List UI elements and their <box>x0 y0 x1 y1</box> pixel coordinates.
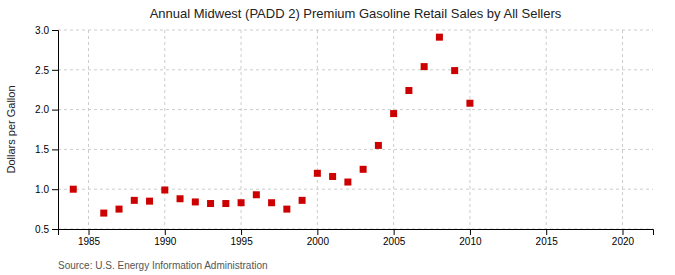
x-axis: 1985 1990 1995 2000 2005 2010 2015 2020 <box>59 229 654 247</box>
tick-label: 2.0 <box>35 104 49 115</box>
tick-mark <box>52 229 58 230</box>
point <box>238 199 245 206</box>
tick-mark <box>546 229 547 235</box>
grid-line <box>58 30 653 31</box>
grid-line <box>469 30 470 229</box>
point <box>360 166 367 173</box>
grid-line <box>317 30 318 229</box>
point <box>314 170 321 177</box>
grid-line <box>393 30 394 229</box>
tick: 2.0 <box>35 104 58 115</box>
point <box>161 186 168 193</box>
tick-mark <box>470 229 471 235</box>
grid-line <box>546 30 547 229</box>
point <box>299 197 306 204</box>
tick: 1985 <box>78 229 101 247</box>
tick-label: 2015 <box>536 236 559 247</box>
grid-line <box>58 109 653 110</box>
point <box>131 197 138 204</box>
tick-label: 2000 <box>307 236 330 247</box>
points <box>70 34 474 217</box>
point <box>70 186 77 193</box>
tick-mark <box>394 229 395 235</box>
point <box>177 195 184 202</box>
tick: 2015 <box>536 229 559 247</box>
tick-label: 1.5 <box>35 144 49 155</box>
title: Annual Midwest (PADD 2) Premium Gasoline… <box>150 6 562 21</box>
tick: 1995 <box>230 229 253 247</box>
tick-mark <box>52 189 58 190</box>
tick-mark <box>317 229 318 235</box>
tick: 1.0 <box>35 184 58 195</box>
tick-label: 2005 <box>383 236 406 247</box>
tick-mark <box>52 70 58 71</box>
grid-line <box>58 69 653 70</box>
tick: 0.5 <box>35 224 58 235</box>
point <box>375 142 382 149</box>
plot: 1985 1990 1995 2000 2005 2010 2015 2020 0.5 1.0 1.… <box>35 25 653 247</box>
grid-line <box>88 30 89 229</box>
tick-label: 2020 <box>612 236 635 247</box>
point <box>421 63 428 70</box>
grid-line <box>241 30 242 229</box>
grid-line <box>58 149 653 150</box>
tick-mark <box>622 229 623 235</box>
tick-label: 3.0 <box>35 25 49 36</box>
tick: 1.5 <box>35 144 58 155</box>
point <box>390 110 397 117</box>
grid-line <box>622 30 623 229</box>
tick-label: 2010 <box>459 236 482 247</box>
y-axis-title: Dollars per Gallon <box>5 85 17 173</box>
point <box>192 198 199 205</box>
tick: 2000 <box>307 229 330 247</box>
grid <box>58 30 653 229</box>
y-axis: 0.5 1.0 1.5 2.0 2.5 3.0 <box>35 25 58 235</box>
tick-label: 1990 <box>154 236 177 247</box>
grid-line <box>58 189 653 190</box>
point <box>116 206 123 213</box>
tick-mark <box>52 149 58 150</box>
tick-label: 1.0 <box>35 184 49 195</box>
tick: 2020 <box>612 229 635 247</box>
axis-line <box>52 31 59 230</box>
grid-line <box>164 30 165 229</box>
tick: 1990 <box>154 229 177 247</box>
tick: 2005 <box>383 229 406 247</box>
source: Source: U.S. Energy Information Administ… <box>58 260 268 271</box>
axis-line <box>59 230 654 236</box>
point <box>436 34 443 41</box>
tick-mark <box>52 30 58 31</box>
tick-mark <box>52 110 58 111</box>
tick-label: 1985 <box>78 236 101 247</box>
point <box>329 173 336 180</box>
tick: 2.5 <box>35 65 58 76</box>
point <box>283 206 290 213</box>
tick-label: 1995 <box>230 236 253 247</box>
point <box>268 199 275 206</box>
point <box>207 200 214 207</box>
tick-mark <box>241 229 242 235</box>
tick: 3.0 <box>35 25 58 36</box>
point <box>146 198 153 205</box>
chart: 1985 1990 1995 2000 2005 2010 2015 2020 0.5 1.0 1.… <box>0 0 675 275</box>
tick-label: 0.5 <box>35 224 49 235</box>
point <box>405 87 412 94</box>
tick-mark <box>89 229 90 235</box>
point <box>451 67 458 74</box>
point <box>466 100 473 107</box>
point <box>344 179 351 186</box>
point <box>222 200 229 207</box>
point <box>253 191 260 198</box>
tick-mark <box>165 229 166 235</box>
point <box>100 210 107 217</box>
tick: 2010 <box>459 229 482 247</box>
tick-label: 2.5 <box>35 65 49 76</box>
chart-container: 1985 1990 1995 2000 2005 2010 2015 2020 0.5 1.0 1.… <box>0 0 675 275</box>
